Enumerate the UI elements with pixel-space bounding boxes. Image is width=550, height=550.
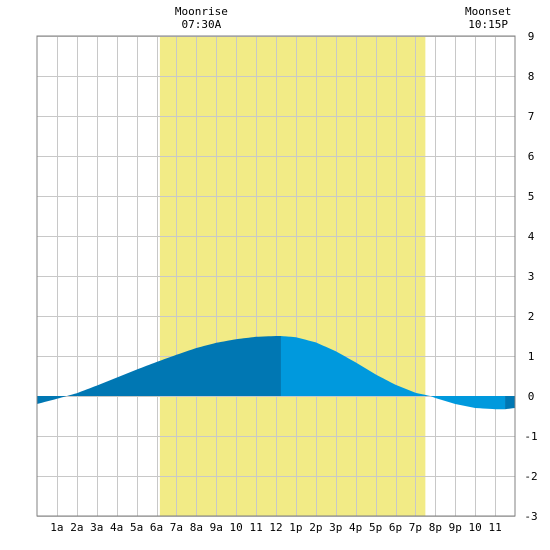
x-tick-label: 8a — [190, 521, 203, 534]
y-tick-label: 3 — [528, 270, 535, 283]
y-tick-label: 2 — [528, 310, 535, 323]
grid-lines — [37, 36, 515, 517]
x-tick-label: 8p — [429, 521, 442, 534]
x-tick-label: 10 — [469, 521, 482, 534]
x-tick-label: 6a — [150, 521, 163, 534]
x-tick-label: 3p — [329, 521, 342, 534]
x-tick-label: 1p — [289, 521, 302, 534]
x-tick-label: 4p — [349, 521, 362, 534]
y-tick-label: 0 — [528, 390, 535, 403]
tide-area-night — [37, 336, 515, 410]
x-tick-label: 3a — [90, 521, 103, 534]
y-tick-label: -1 — [524, 430, 537, 443]
x-tick-label: 1a — [50, 521, 63, 534]
y-tick-label: 4 — [528, 230, 535, 243]
x-axis-ticks: 1a 2a 3a 4a 5a 6a 7a 8a 9a 10 11 12 1p 2p 3p 4p 5p 6p 7p 8p… — [50, 521, 501, 534]
moonrise-title: Moonrise — [175, 5, 228, 18]
y-tick-label: 1 — [528, 350, 535, 363]
x-tick-label: 2p — [309, 521, 322, 534]
x-tick-label: 7p — [409, 521, 422, 534]
moonrise-time: 07:30A — [182, 18, 222, 31]
y-tick-label: -2 — [524, 470, 537, 483]
x-tick-label: 2a — [70, 521, 83, 534]
y-axis-ticks: -3 -2 -1 0 1 2 3 4 5 6 7 8 9 — [524, 30, 537, 523]
x-tick-label: 4a — [110, 521, 123, 534]
y-tick-label: 5 — [528, 190, 535, 203]
tide-area-day — [280, 336, 506, 410]
x-tick-label: 7a — [170, 521, 183, 534]
x-tick-label: 5p — [369, 521, 382, 534]
y-tick-label: 7 — [528, 110, 535, 123]
x-tick-label: 9a — [210, 521, 223, 534]
x-tick-label: 12 — [269, 521, 282, 534]
x-tick-label: 11 — [249, 521, 262, 534]
x-tick-label: 11 — [488, 521, 501, 534]
y-tick-label: -3 — [524, 510, 537, 523]
y-tick-label: 8 — [528, 70, 535, 83]
y-tick-label: 6 — [528, 150, 535, 163]
y-tick-label: 9 — [528, 30, 535, 43]
moonset-title: Moonset — [465, 5, 511, 18]
plot-frame — [36, 35, 516, 517]
x-tick-label: 6p — [389, 521, 402, 534]
x-tick-label: 5a — [130, 521, 143, 534]
x-tick-label: 9p — [449, 521, 462, 534]
moonset-time: 10:15P — [468, 18, 508, 31]
x-tick-label: 10 — [230, 521, 243, 534]
